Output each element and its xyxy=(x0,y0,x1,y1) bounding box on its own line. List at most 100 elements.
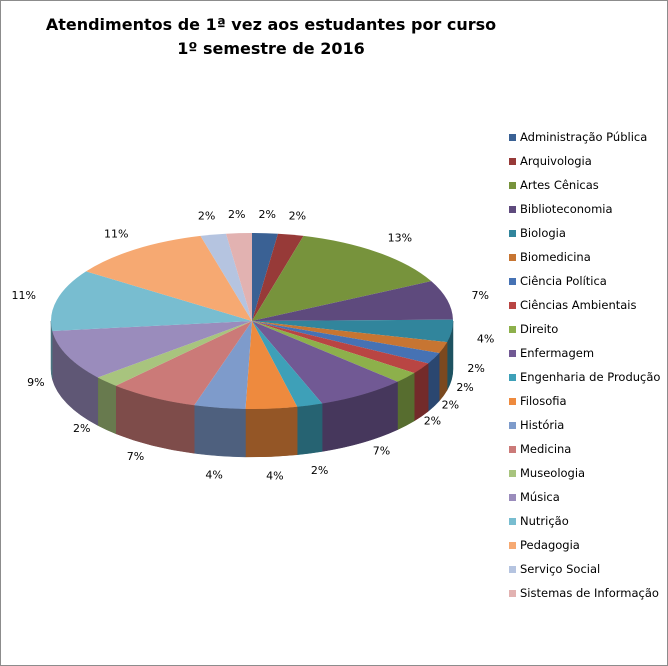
legend-item: Nutrição xyxy=(509,509,660,533)
data-label: 2% xyxy=(456,381,473,394)
legend-label: Museologia xyxy=(520,466,586,480)
pie-slice[interactable] xyxy=(245,321,298,409)
pie-slice[interactable] xyxy=(252,281,453,321)
pie-slice[interactable] xyxy=(252,321,323,407)
legend-label: Biomedicina xyxy=(520,250,591,264)
legend-label: Direito xyxy=(520,322,559,336)
legend-swatch xyxy=(509,493,516,501)
slice-side xyxy=(296,403,323,456)
pie-slice[interactable] xyxy=(252,321,398,404)
legend-swatch xyxy=(509,277,516,285)
slice-side xyxy=(245,406,298,458)
legend-swatch xyxy=(509,253,516,261)
legend-item: Engenharia de Produção xyxy=(509,365,660,389)
pie-slice[interactable] xyxy=(194,321,252,409)
data-label: 2% xyxy=(198,210,215,223)
data-label: 7% xyxy=(127,450,144,463)
legend-label: Medicina xyxy=(520,442,572,456)
legend-item: Filosofia xyxy=(509,389,660,413)
legend-label: Ciência Política xyxy=(520,274,607,288)
pie-slice[interactable] xyxy=(226,233,252,321)
pie-slice[interactable] xyxy=(51,271,252,331)
legend-swatch xyxy=(509,469,516,477)
chart-title-line1: Atendimentos de 1ª vez aos estudantes po… xyxy=(45,15,497,34)
pie-sides xyxy=(50,320,454,458)
legend-item: História xyxy=(509,413,660,437)
legend-item: Sistemas de Informação xyxy=(509,581,660,605)
legend-item: Administração Pública xyxy=(509,125,660,149)
legend-swatch xyxy=(509,373,516,381)
data-label: 4% xyxy=(477,333,494,346)
legend-swatch xyxy=(509,541,516,549)
legend-label: Arquivologia xyxy=(520,154,592,168)
legend-item: Biomedicina xyxy=(509,245,660,269)
legend-label: Biblioteconomia xyxy=(520,202,613,216)
legend-swatch xyxy=(509,421,516,429)
legend-item: Medicina xyxy=(509,437,660,461)
legend-swatch xyxy=(509,325,516,333)
legend-label: Música xyxy=(520,490,560,504)
data-label: 11% xyxy=(12,289,36,302)
legend-swatch xyxy=(509,445,516,453)
legend: Administração Pública Arquivologia Artes C… xyxy=(509,125,660,605)
data-label: 7% xyxy=(472,289,489,302)
data-label: 2% xyxy=(311,464,328,477)
legend-swatch xyxy=(509,349,516,357)
pie-slice[interactable] xyxy=(252,321,415,382)
pie-slice[interactable] xyxy=(252,321,429,373)
legend-swatch xyxy=(509,565,516,573)
pie-slice[interactable] xyxy=(97,321,252,386)
legend-swatch xyxy=(509,229,516,237)
legend-label: Biologia xyxy=(520,226,566,240)
data-label: 2% xyxy=(467,362,484,375)
legend-item: Ciências Ambientais xyxy=(509,293,660,317)
pie-slice[interactable] xyxy=(252,319,453,343)
legend-swatch xyxy=(509,133,516,141)
legend-swatch xyxy=(509,517,516,525)
data-label: 2% xyxy=(228,208,245,221)
pie-slice[interactable] xyxy=(86,235,252,321)
data-label: 7% xyxy=(373,445,390,458)
pie-slice[interactable] xyxy=(252,233,278,321)
legend-item: Biblioteconomia xyxy=(509,197,660,221)
pie-tops xyxy=(51,233,453,409)
chart-title-line2: 1º semestre de 2016 xyxy=(177,39,365,58)
slice-side xyxy=(97,377,116,435)
legend-label: Engenharia de Produção xyxy=(520,370,661,384)
legend-item: Direito xyxy=(509,317,660,341)
legend-item: Música xyxy=(509,485,660,509)
data-label: 13% xyxy=(388,232,412,245)
pie-slice[interactable] xyxy=(252,233,304,321)
legend-item: Artes Cênicas xyxy=(509,173,660,197)
legend-item: Pedagogia xyxy=(509,533,660,557)
data-label: 2% xyxy=(73,422,90,435)
data-label: 2% xyxy=(289,210,306,223)
data-label: 2% xyxy=(442,398,459,411)
legend-label: Filosofia xyxy=(520,394,567,408)
chart-title: Atendimentos de 1ª vez aos estudantes po… xyxy=(1,13,541,61)
pie-slice[interactable] xyxy=(200,233,252,321)
legend-label: Nutrição xyxy=(520,514,569,528)
legend-label: Enfermagem xyxy=(520,346,595,360)
legend-item: Ciência Política xyxy=(509,269,660,293)
legend-label: Administração Pública xyxy=(520,130,648,144)
pie-slice[interactable] xyxy=(252,321,440,364)
legend-item: Serviço Social xyxy=(509,557,660,581)
slice-side xyxy=(193,405,246,458)
slice-side xyxy=(397,372,415,431)
data-label: 4% xyxy=(266,470,283,483)
legend-swatch xyxy=(509,397,516,405)
legend-swatch xyxy=(509,589,516,597)
pie-slice[interactable] xyxy=(252,321,448,354)
pie-slice[interactable] xyxy=(115,321,252,406)
legend-label: Ciências Ambientais xyxy=(520,298,637,312)
legend-swatch xyxy=(509,181,516,189)
data-label: 2% xyxy=(424,415,441,428)
legend-swatch xyxy=(509,301,516,309)
legend-swatch xyxy=(509,157,516,165)
data-label: 11% xyxy=(104,227,128,240)
pie-slice[interactable] xyxy=(252,235,432,321)
legend-label: História xyxy=(520,418,565,432)
pie-slice[interactable] xyxy=(52,321,253,378)
